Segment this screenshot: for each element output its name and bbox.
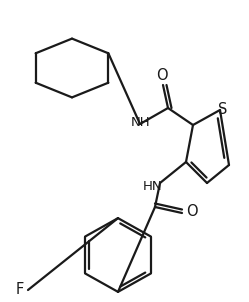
- Text: O: O: [156, 69, 168, 83]
- Text: F: F: [16, 282, 24, 297]
- Text: O: O: [186, 204, 198, 220]
- Text: NH: NH: [131, 117, 151, 130]
- Text: S: S: [218, 101, 228, 117]
- Text: HN: HN: [143, 179, 163, 192]
